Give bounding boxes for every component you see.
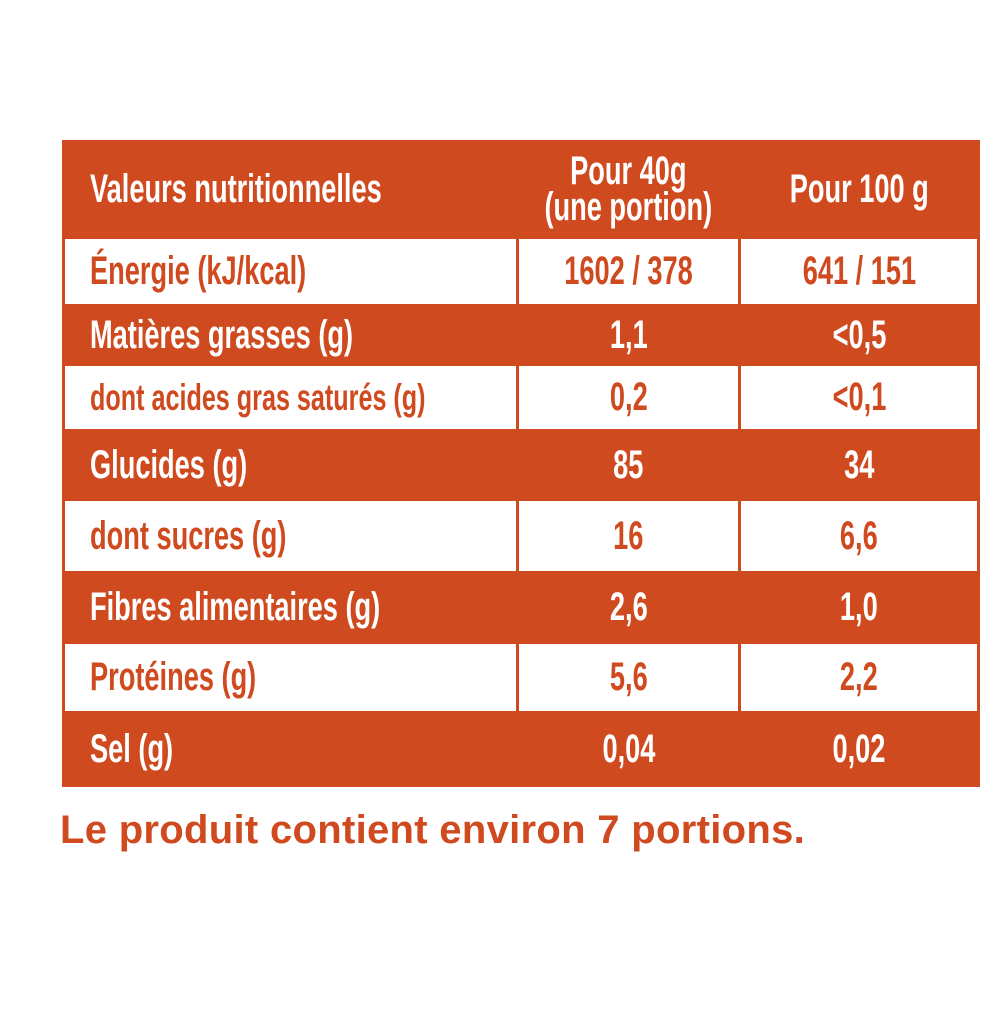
table-row: dont acides gras saturés (g) 0,2 <0,1	[62, 366, 980, 429]
table-row: Matières grasses (g) 1,1 <0,5	[62, 305, 980, 365]
nutrition-table: Valeurs nutritionnelles Pour 40g (une por…	[62, 140, 980, 787]
value-per-100g: 34	[843, 442, 875, 487]
table-row: Sel (g) 0,04 0,02	[62, 712, 980, 787]
nutrient-label: Fibres alimentaires (g)	[90, 585, 381, 629]
portions-note: Le produit contient environ 7 portions.	[60, 808, 806, 852]
table-header: Valeurs nutritionnelles Pour 40g (une por…	[62, 140, 980, 238]
table-row: Énergie (kJ/kcal) 1602 / 378 641 / 151	[62, 239, 980, 304]
value-per-portion: 85	[613, 442, 644, 487]
nutrient-label: Énergie (kJ/kcal)	[90, 249, 307, 293]
value-per-100g: <0,1	[832, 375, 886, 419]
value-per-100g: 6,6	[840, 513, 878, 558]
value-per-portion: 0,04	[602, 727, 655, 771]
value-per-portion: 1,1	[609, 312, 648, 357]
table-row: dont sucres (g) 16 6,6	[62, 501, 980, 571]
value-per-100g: 0,02	[832, 727, 886, 771]
nutrient-label: Sel (g)	[90, 727, 174, 771]
value-per-portion: 0,2	[609, 375, 648, 419]
header-label: Valeurs nutritionnelles	[90, 167, 382, 211]
header-per-portion: Pour 40g (une portion)	[544, 149, 713, 229]
value-per-100g: 641 / 151	[802, 249, 916, 293]
header-per-100g: Pour 100 g	[789, 167, 929, 211]
value-per-portion: 16	[613, 513, 644, 558]
value-per-100g: 1,0	[840, 585, 878, 629]
value-per-100g: <0,5	[832, 312, 886, 357]
nutrient-label: Matières grasses (g)	[90, 312, 354, 357]
nutrient-label: dont sucres (g)	[90, 513, 287, 558]
table-row: Fibres alimentaires (g) 2,6 1,0	[62, 572, 980, 643]
nutrient-label: dont acides gras saturés (g)	[90, 376, 426, 418]
value-per-portion: 2,6	[609, 585, 648, 629]
table-row: Protéines (g) 5,6 2,2	[62, 644, 980, 711]
table-row: Glucides (g) 85 34	[62, 430, 980, 500]
value-per-portion: 1602 / 378	[564, 249, 693, 293]
nutrient-label: Glucides (g)	[90, 442, 248, 487]
value-per-portion: 5,6	[609, 655, 648, 699]
nutrient-label: Protéines (g)	[90, 655, 257, 699]
value-per-100g: 2,2	[840, 655, 878, 699]
